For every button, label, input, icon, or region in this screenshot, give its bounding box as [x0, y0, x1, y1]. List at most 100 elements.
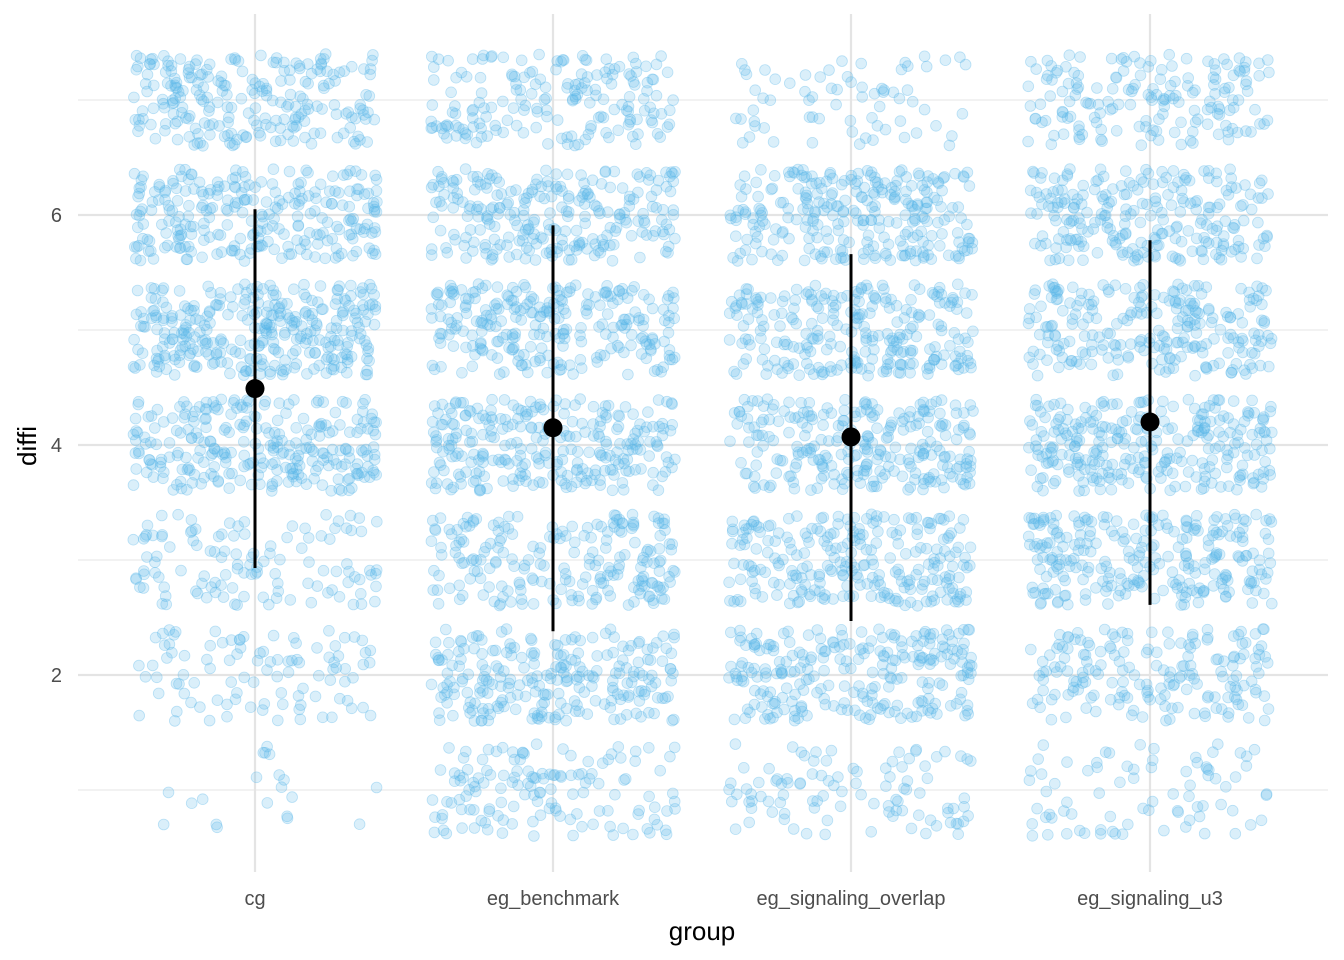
data-point: [1054, 628, 1066, 641]
data-point: [196, 577, 208, 590]
data-point: [598, 349, 611, 362]
data-point: [1255, 814, 1268, 827]
data-point: [496, 423, 509, 435]
data-point: [752, 190, 764, 203]
data-point: [510, 119, 523, 132]
data-point: [642, 406, 654, 418]
data-point: [651, 818, 664, 831]
data-point: [535, 342, 548, 355]
data-point: [558, 407, 570, 420]
data-point: [885, 416, 898, 429]
data-point: [742, 313, 755, 326]
data-point: [267, 442, 280, 454]
data-point: [447, 709, 459, 722]
data-point: [1172, 806, 1184, 818]
data-point: [643, 293, 655, 306]
data-point: [275, 687, 288, 699]
data-point: [598, 286, 610, 299]
data-point: [479, 541, 492, 554]
data-point: [267, 309, 279, 322]
data-point: [554, 697, 567, 709]
data-point: [801, 197, 814, 210]
data-point: [231, 558, 244, 571]
data-point: [794, 778, 806, 790]
data-point: [1202, 540, 1215, 552]
data-point: [952, 201, 965, 213]
data-point: [871, 422, 883, 435]
data-point: [167, 175, 179, 187]
data-point: [298, 278, 310, 291]
data-point: [286, 468, 298, 481]
data-point: [762, 534, 774, 547]
data-point: [1079, 676, 1092, 688]
data-point: [288, 316, 301, 329]
data-point: [267, 444, 280, 457]
data-point: [340, 366, 353, 379]
data-point: [338, 65, 351, 77]
data-point: [495, 626, 508, 638]
data-point: [130, 425, 142, 437]
data-point: [599, 165, 612, 178]
data-point: [898, 131, 911, 144]
data-point: [905, 293, 917, 306]
data-point: [311, 296, 324, 309]
data-point: [811, 324, 824, 337]
data-point: [857, 247, 870, 260]
data-point: [190, 361, 203, 373]
data-point: [1210, 702, 1223, 714]
data-point: [196, 334, 209, 347]
data-point: [355, 422, 367, 435]
data-point: [369, 248, 382, 261]
data-point: [289, 452, 302, 465]
data-point: [1035, 768, 1048, 780]
data-point: [262, 598, 275, 611]
data-point: [750, 543, 763, 555]
data-point: [939, 297, 951, 309]
data-point: [876, 82, 888, 95]
data-point: [917, 473, 930, 485]
data-point: [256, 704, 269, 716]
data-point: [427, 74, 440, 86]
data-point: [871, 120, 884, 132]
data-point: [935, 474, 948, 486]
data-point: [359, 393, 371, 406]
data-point: [306, 455, 319, 467]
data-point: [899, 209, 912, 222]
data-point: [277, 446, 290, 459]
data-point: [1262, 547, 1275, 560]
data-point: [569, 705, 582, 717]
data-point: [459, 745, 472, 758]
data-point: [939, 419, 952, 431]
data-point: [357, 416, 370, 429]
data-point: [505, 596, 517, 608]
data-point: [201, 310, 214, 323]
data-point: [179, 340, 192, 352]
data-point: [799, 69, 812, 81]
data-point: [268, 426, 281, 439]
data-point: [231, 687, 243, 699]
data-point: [129, 447, 142, 459]
data-point: [492, 453, 505, 466]
data-point: [1099, 555, 1111, 568]
data-point: [138, 431, 151, 444]
data-point: [212, 530, 225, 543]
data-point: [184, 347, 197, 360]
data-point: [317, 303, 329, 315]
data-point: [604, 181, 616, 194]
data-point: [236, 65, 249, 78]
data-point: [508, 560, 520, 572]
data-point: [865, 590, 878, 602]
data-point: [527, 815, 539, 828]
data-point: [640, 421, 653, 434]
data-point: [232, 520, 244, 532]
data-point: [249, 77, 262, 89]
data-point: [901, 84, 914, 96]
data-point: [213, 299, 226, 312]
data-point: [305, 596, 318, 609]
data-point: [280, 363, 292, 376]
data-point: [757, 320, 770, 333]
data-point: [756, 591, 769, 603]
data-point: [228, 394, 241, 406]
data-point: [828, 468, 840, 481]
data-point: [611, 423, 623, 436]
